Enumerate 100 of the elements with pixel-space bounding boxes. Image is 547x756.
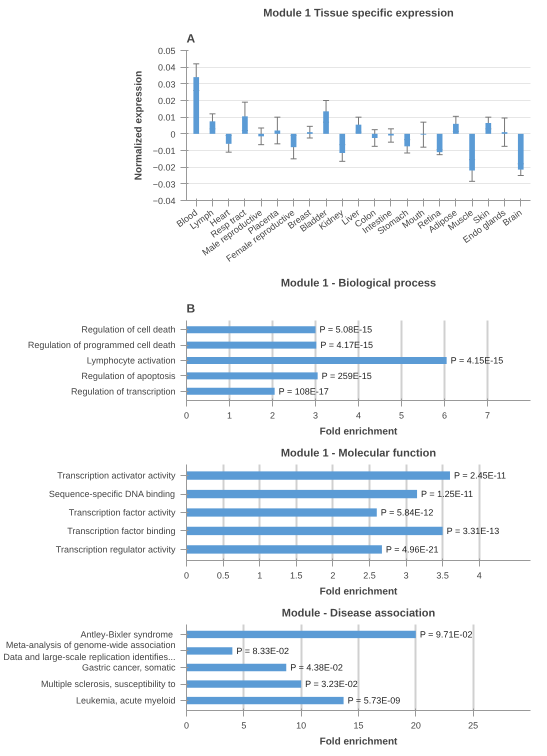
y-tick-label: Transcription regulator activity [56, 544, 176, 554]
y-tick-label: Transcription factor activity [68, 508, 176, 518]
x-tick-label: 2 [270, 410, 276, 420]
data-label: P = 4.96E-21 [386, 544, 439, 554]
y-tick-label: Gastric cancer, somatic [82, 662, 176, 672]
chart-title: Module 1 - Biological process [280, 278, 436, 290]
y-tick-label: Transcription activator activity [57, 470, 176, 481]
bar [186, 630, 416, 638]
x-tick-label: 0.5 [216, 570, 230, 580]
data-label: P = 4.17E-15 [320, 340, 373, 350]
bar [518, 134, 524, 170]
data-label: P = 3.31E-13 [446, 526, 500, 536]
x-tick-label: 1 [257, 570, 262, 580]
data-label: P = 5.08E-15 [320, 324, 372, 335]
x-tick-label: 3.5 [436, 570, 449, 580]
y-tick-label: 0.01 [158, 112, 176, 123]
x-tick-label: 1.5 [290, 570, 303, 580]
y-tick-label: −0.03 [152, 179, 176, 190]
bar [210, 121, 216, 134]
x-axis-title: Fold enrichment [320, 426, 398, 438]
data-label: P = 259E-15 [322, 370, 372, 381]
x-tick-label: 25 [468, 720, 478, 730]
y-tick-label: Regulation of transcription [70, 386, 176, 396]
bar [290, 134, 296, 148]
bar [436, 134, 442, 152]
data-label: P = 5.73E-09 [348, 696, 400, 706]
y-tick-label: −0.04 [152, 196, 176, 206]
data-label: P = 9.71E-02 [420, 629, 472, 640]
bar [186, 647, 232, 655]
bar [186, 680, 302, 688]
x-tick-label: 2.5 [363, 570, 376, 580]
x-tick-label: 0 [184, 570, 190, 580]
y-tick-label: −0.02 [152, 162, 176, 173]
bar [372, 134, 378, 138]
data-label: P = 2.45E-11 [454, 470, 506, 481]
x-tick-label: 7 [484, 410, 490, 420]
chart-title: Module - Disease association [282, 608, 436, 620]
y-tick-label: −0.01 [152, 146, 176, 156]
y-tick-label: Lymphocyte activation [86, 356, 176, 366]
bar [186, 471, 450, 480]
x-tick-label: 10 [296, 720, 306, 730]
x-tick-label: 6 [442, 410, 448, 420]
y-tick-label: 0.03 [158, 79, 176, 90]
x-tick-label: 0 [184, 720, 190, 730]
y-tick-label: 0.05 [158, 46, 176, 56]
x-tick-label: 4 [476, 570, 482, 580]
x-tick-label: 4 [356, 410, 362, 420]
y-tick-label: Leukemia, acute myeloid [76, 696, 176, 706]
x-tick-label: 15 [353, 720, 364, 730]
y-tick-label: 0.02 [158, 96, 176, 106]
data-label: P = 3.23E-02 [305, 679, 358, 690]
y-tick-label: Regulation of programmed cell death [28, 340, 176, 350]
data-label: P = 8.33E-02 [236, 646, 289, 656]
y-axis-title: Normalized expression [134, 70, 145, 180]
bar [186, 326, 316, 334]
bar [186, 696, 344, 704]
text: A [186, 32, 196, 46]
y-tick-label: Sequence-specific DNA binding [48, 489, 176, 500]
data-label: P = 4.15E-15 [450, 356, 504, 366]
data-label: P = 1.25E-11 [421, 489, 474, 500]
x-tick-label: 2 [330, 570, 336, 580]
bar [186, 372, 318, 380]
x-tick-label: 20 [410, 720, 421, 730]
x-tick-label: 1 [226, 410, 232, 420]
x-tick-label: 3 [312, 410, 318, 420]
y-tick-label: Meta-analysis of genome-wide association Data and large-scale replication identifies... [3, 640, 176, 662]
bar [469, 134, 475, 170]
bar [404, 134, 410, 146]
x-tick-label: 3 [404, 570, 409, 580]
bar [323, 111, 329, 134]
bar [258, 134, 264, 136]
bar [274, 130, 280, 134]
x-axis-title: Fold enrichment [320, 736, 398, 748]
y-tick-label: Regulation of cell death [81, 324, 176, 335]
y-tick-label: Antley-Bixler syndrome [80, 629, 173, 640]
bar [186, 526, 443, 536]
bar [186, 508, 377, 517]
data-label: P = 108E-17 [278, 386, 329, 396]
y-tick-label: Regulation of apoptosis [81, 370, 176, 381]
bar [242, 116, 248, 134]
y-tick-label: 0.04 [158, 62, 176, 73]
bar [186, 357, 447, 364]
data-label: P = 5.84E-12 [380, 508, 434, 518]
y-tick-label: Transcription factor binding [67, 526, 176, 536]
x-axis-title: Fold enrichment [320, 586, 398, 598]
bar [339, 134, 346, 153]
chart-title: Module 1 - Molecular function [280, 448, 436, 460]
bar [186, 388, 275, 395]
chart-title: Module 1 Tissue specific expression [263, 8, 454, 20]
bar [186, 545, 382, 554]
bar [186, 664, 286, 672]
bar [186, 342, 316, 349]
text: B [186, 302, 196, 316]
x-tick-label: 0 [184, 410, 190, 420]
x-tick-label: 5 [241, 720, 246, 730]
bar [186, 490, 418, 498]
bar [193, 77, 200, 134]
y-tick-label: 0 [170, 129, 176, 140]
y-tick-label: Multiple sclerosis, susceptibility to [40, 679, 176, 690]
data-label: P = 4.38E-02 [290, 662, 343, 672]
